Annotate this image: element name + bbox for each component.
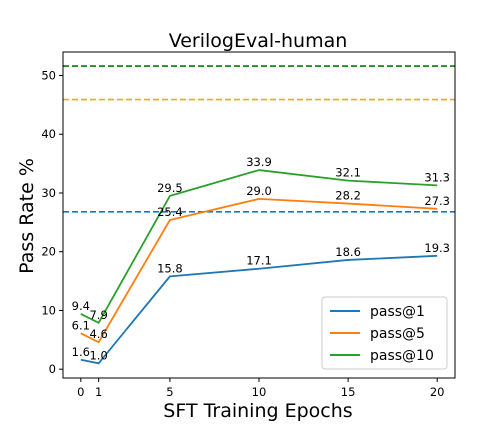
data-label: 31.3 [424, 170, 450, 184]
data-label: 9.4 [72, 299, 90, 313]
y-tick-label: 50 [41, 68, 56, 82]
legend-label: pass@1 [370, 304, 425, 320]
data-label: 33.9 [246, 155, 272, 169]
data-label: 7.9 [89, 308, 107, 322]
data-label: 27.3 [424, 194, 450, 208]
x-axis-label: SFT Training Epochs [163, 400, 352, 422]
y-tick-label: 40 [41, 127, 56, 141]
data-label: 15.8 [157, 261, 183, 275]
data-label: 1.0 [89, 348, 107, 362]
data-label: 4.6 [89, 327, 107, 341]
legend: pass@1 pass@5 pass@10 [321, 296, 448, 370]
series-lines [80, 169, 438, 365]
x-tick-label: 15 [341, 385, 356, 399]
data-label: 18.6 [335, 245, 361, 259]
reference-lines [63, 65, 455, 213]
data-label: 19.3 [424, 241, 450, 255]
data-label: 28.2 [335, 189, 361, 203]
y-tick-label: 20 [41, 245, 56, 259]
data-label: 17.1 [246, 254, 272, 268]
legend-label: pass@5 [370, 326, 425, 342]
y-tick-label: 30 [41, 186, 56, 200]
data-labels: 1.6 1.0 15.8 17.1 18.6 19.3 6.14.6 25.4 29.0 28.2… [72, 155, 450, 362]
x-tick-label: 0 [77, 385, 84, 399]
series-line-pass@5 [80, 197, 438, 344]
legend-label: pass@10 [370, 348, 434, 364]
data-label: 1.6 [72, 345, 90, 359]
x-tick-label: 20 [430, 385, 445, 399]
y-axis: 0 10 20 30 40 50 [41, 68, 63, 376]
x-tick-label: 5 [166, 385, 173, 399]
y-tick-label: 10 [41, 303, 56, 317]
data-label: 29.0 [246, 184, 272, 198]
data-label: 6.1 [72, 318, 90, 332]
data-label: 32.1 [335, 166, 361, 180]
y-axis-label: Pass Rate % [16, 158, 38, 274]
y-tick-label: 0 [49, 362, 56, 376]
series-line-pass@1 [80, 254, 438, 365]
legend-box [321, 296, 448, 370]
x-tick-label: 1 [95, 385, 102, 399]
x-tick-label: 10 [252, 385, 267, 399]
series-line-pass@10 [80, 169, 438, 324]
data-label: 29.5 [157, 181, 183, 195]
data-label: 25.4 [157, 205, 183, 219]
chart-title: VerilogEval-human [169, 30, 348, 52]
x-axis: 0 1 5 10 15 20 [77, 378, 445, 399]
